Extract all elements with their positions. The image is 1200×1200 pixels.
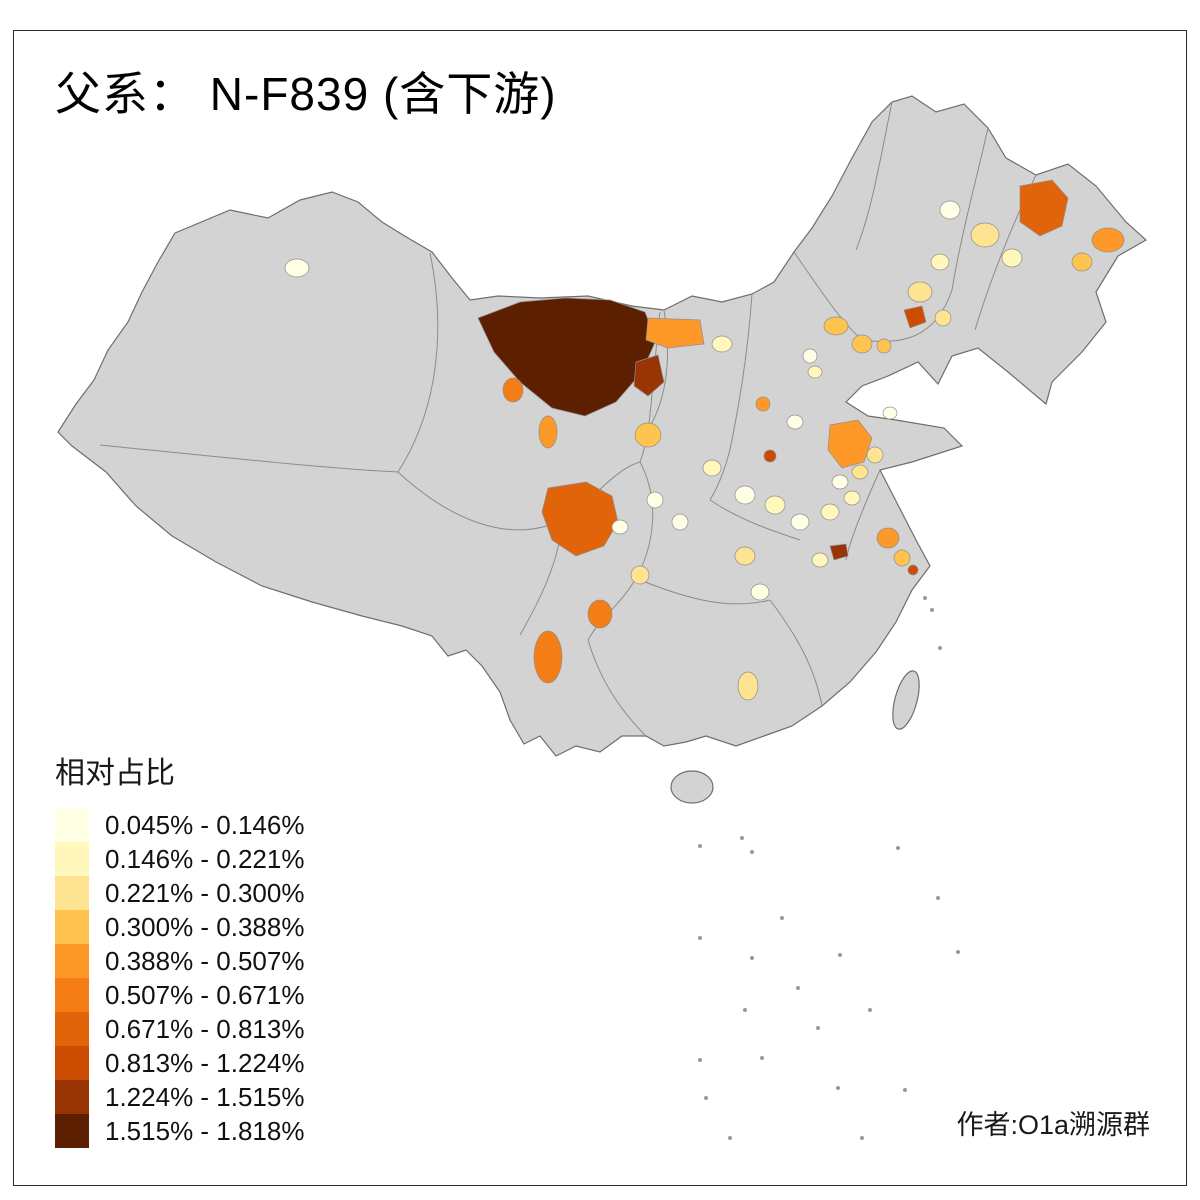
map-region [284,258,310,278]
map-region [786,414,804,430]
author-credit: 作者:O1a溯源群 [956,1110,1150,1140]
legend-swatch [55,1114,89,1148]
map-region [611,519,629,535]
mainland-outline [57,95,1148,757]
legend-item: 0.221% - 0.300% [55,876,304,910]
map-region [893,549,911,567]
map-region [633,354,665,397]
map-region [831,474,849,490]
map-region [866,446,884,464]
map-region [737,671,759,701]
legend-item: 0.671% - 0.813% [55,1012,304,1046]
legend-swatch [55,1080,89,1114]
map-region [1019,179,1069,237]
legend-item: 0.388% - 0.507% [55,944,304,978]
map-region [702,459,722,477]
figure-title: 父系： N-F839 (含下游) [55,68,557,120]
map-region [930,253,950,271]
legend: 相对占比 0.045% - 0.146% 0.146% - 0.221% 0.2… [55,748,304,1148]
map-region [829,543,849,561]
legend-item: 0.146% - 0.221% [55,842,304,876]
map-region [711,335,733,353]
map-region [1001,248,1023,268]
legend-label: 1.224% - 1.515% [105,1081,305,1112]
legend-label: 0.300% - 0.388% [105,911,305,942]
legend-item: 0.045% - 0.146% [55,808,304,842]
map-region [907,564,919,576]
map-region [882,406,898,420]
legend-label: 0.146% - 0.221% [105,843,305,874]
map-region [538,415,558,449]
map-region [934,309,952,327]
map-region [790,513,810,531]
legend-swatch [55,978,89,1012]
map-region [1091,227,1125,253]
map-region [823,316,849,336]
map-region [750,583,770,601]
map-region [811,552,829,568]
map-region [646,491,664,509]
legend-swatch [55,808,89,842]
map-region [587,599,613,629]
legend-item: 0.300% - 0.388% [55,910,304,944]
legend-swatch [55,910,89,944]
legend-swatch [55,1012,89,1046]
legend-item: 0.813% - 1.224% [55,1046,304,1080]
taiwan-island [892,670,920,730]
legend-swatch [55,1046,89,1080]
legend-label: 0.671% - 0.813% [105,1013,305,1044]
colored-regions [284,179,1125,701]
legend-title: 相对占比 [55,757,175,790]
map-region [851,334,873,354]
hainan-island [670,770,714,804]
legend-item: 0.507% - 0.671% [55,978,304,1012]
legend-label: 0.221% - 0.300% [105,877,305,908]
islands [670,670,920,804]
legend-label: 0.507% - 0.671% [105,979,305,1010]
map-region [807,365,823,379]
map-region [734,546,756,566]
map-region [502,377,524,403]
legend-item: 1.224% - 1.515% [55,1080,304,1114]
map-region [876,338,892,354]
map-region [939,200,961,220]
map-region [763,449,777,463]
map-region [645,317,705,349]
south-china-sea-islets [698,596,960,1140]
map-region [764,495,786,515]
map-region [671,513,689,531]
map-region [630,565,650,585]
legend-label: 1.515% - 1.818% [105,1115,305,1146]
map-region [734,485,756,505]
legend-label: 0.388% - 0.507% [105,945,305,976]
map-region [970,222,1000,248]
map-region [827,419,873,469]
map-region [802,348,818,364]
legend-item: 1.515% - 1.818% [55,1114,304,1148]
map-region [755,396,771,412]
map-region [820,503,840,521]
map-region [843,490,861,506]
map-region [533,630,563,684]
legend-label: 0.813% - 1.224% [105,1047,305,1078]
map-region [541,481,619,557]
map-region [851,464,869,480]
map-region [903,305,927,329]
legend-label: 0.045% - 0.146% [105,809,305,840]
legend-swatch [55,876,89,910]
map-region [876,527,900,549]
map-region [907,281,933,303]
legend-swatch [55,944,89,978]
legend-swatch [55,842,89,876]
map-region [634,422,662,448]
map-region [1071,252,1093,272]
